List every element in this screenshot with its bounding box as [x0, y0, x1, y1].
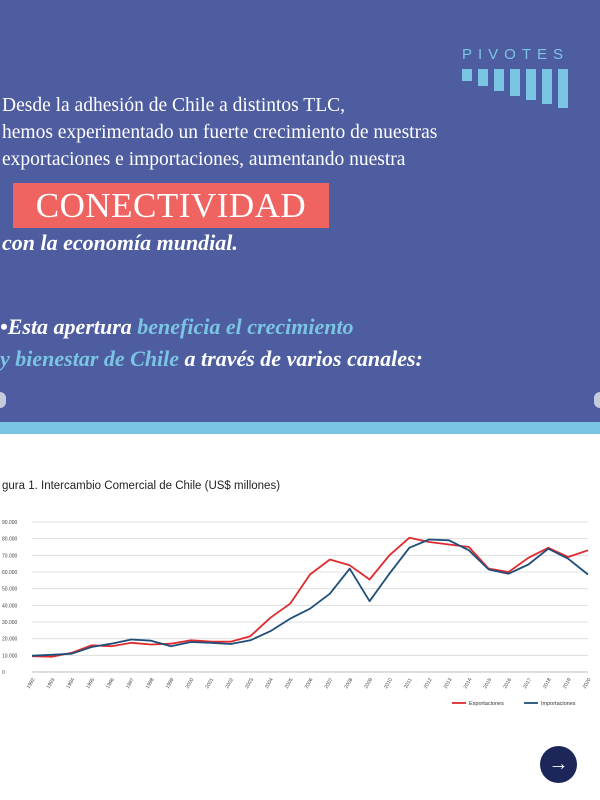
x-tick-label: 1995	[85, 677, 96, 690]
y-tick-label: 0	[2, 670, 5, 676]
x-tick-label: 2009	[363, 677, 374, 690]
intro-line-3: exportaciones e importaciones, aumentand…	[2, 149, 406, 170]
x-tick-label: 1996	[105, 677, 116, 690]
x-tick-label: 2014	[463, 677, 474, 690]
chart-title: gura 1. Intercambio Comercial de Chile (…	[2, 480, 281, 492]
x-tick-label: 2004	[264, 677, 275, 690]
y-tick-label: 90.000	[2, 520, 18, 526]
x-tick-label: 1993	[46, 677, 57, 690]
x-tick-label: 2020	[582, 677, 593, 690]
x-tick-label: 2010	[383, 677, 394, 690]
intro-line-2: hemos experimentado un fuerte crecimient…	[2, 122, 438, 143]
y-tick-label: 50.000	[2, 587, 18, 593]
x-tick-label: 1994	[65, 677, 76, 690]
x-tick-label: 2016	[502, 677, 513, 690]
legend-label: Importaciones	[541, 701, 576, 707]
x-tick-label: 2011	[403, 677, 414, 690]
x-tick-label: 1997	[125, 677, 136, 690]
intro-line-4: con la economía mundial.	[2, 230, 238, 255]
apertura-highlight-2: y bienestar de Chile	[0, 346, 180, 371]
x-tick-label: 1992	[26, 677, 37, 690]
apertura-text-2: a través de varios canales:	[179, 346, 423, 371]
pivotes-logo-text: PIVOTES	[462, 46, 570, 63]
arrow-right-icon: →	[548, 753, 569, 775]
next-button[interactable]: →	[540, 746, 577, 783]
y-tick-label: 80.000	[2, 537, 18, 543]
accent-stripe	[0, 422, 600, 434]
keyword-conectividad: CONECTIVIDAD	[35, 186, 307, 225]
x-tick-label: 2002	[224, 677, 235, 690]
series-line-importaciones	[31, 538, 589, 657]
apertura-line-1: •Esta apertura beneficia el crecimiento	[0, 314, 354, 340]
x-tick-label: 2006	[304, 677, 315, 690]
x-tick-label: 2005	[284, 677, 295, 690]
y-tick-label: 10.000	[2, 653, 18, 659]
x-tick-label: 2007	[324, 677, 335, 690]
pivotes-bars-logo-icon	[462, 69, 568, 108]
carousel-prev-handle[interactable]	[0, 392, 6, 408]
y-tick-label: 40.000	[2, 603, 18, 609]
x-tick-label: 2018	[542, 677, 553, 690]
trade-line-chart: 0 10.000 20.000 30.000 40.000 50.000 60.000 70.…	[2, 520, 593, 707]
x-tick-label: 2015	[482, 677, 493, 690]
apertura-line-2: y bienestar de Chile a través de varios …	[0, 346, 423, 372]
hero-banner: PIVOTES Desde la adhesión de Chile a dis…	[0, 0, 600, 422]
y-tick-label: 70.000	[2, 553, 18, 559]
y-tick-label: 30.000	[2, 620, 18, 626]
x-tick-label: 2013	[443, 677, 454, 690]
x-tick-label: 2019	[562, 677, 573, 690]
x-tick-label: 2003	[244, 677, 255, 690]
x-tick-label: 1999	[165, 677, 176, 690]
series-line-exportaciones	[31, 536, 589, 658]
x-tick-label: 2017	[522, 677, 533, 690]
x-tick-label: 1998	[145, 677, 156, 690]
y-tick-label: 60.000	[2, 570, 18, 576]
keyword-highlight-box	[13, 183, 329, 228]
x-tick-label: 2008	[343, 677, 354, 690]
carousel-next-handle[interactable]	[594, 392, 600, 408]
x-tick-label: 2012	[423, 677, 434, 690]
x-tick-label: 2001	[204, 677, 215, 690]
apertura-highlight-1: beneficia el crecimiento	[137, 314, 354, 339]
y-tick-label: 20.000	[2, 637, 18, 643]
bullet: •	[0, 314, 8, 339]
x-tick-label: 2000	[185, 677, 196, 690]
legend-label: Exportaciones	[469, 701, 504, 707]
apertura-text-1: Esta apertura	[7, 314, 138, 339]
intro-line-1: Desde la adhesión de Chile a distintos T…	[2, 95, 346, 116]
